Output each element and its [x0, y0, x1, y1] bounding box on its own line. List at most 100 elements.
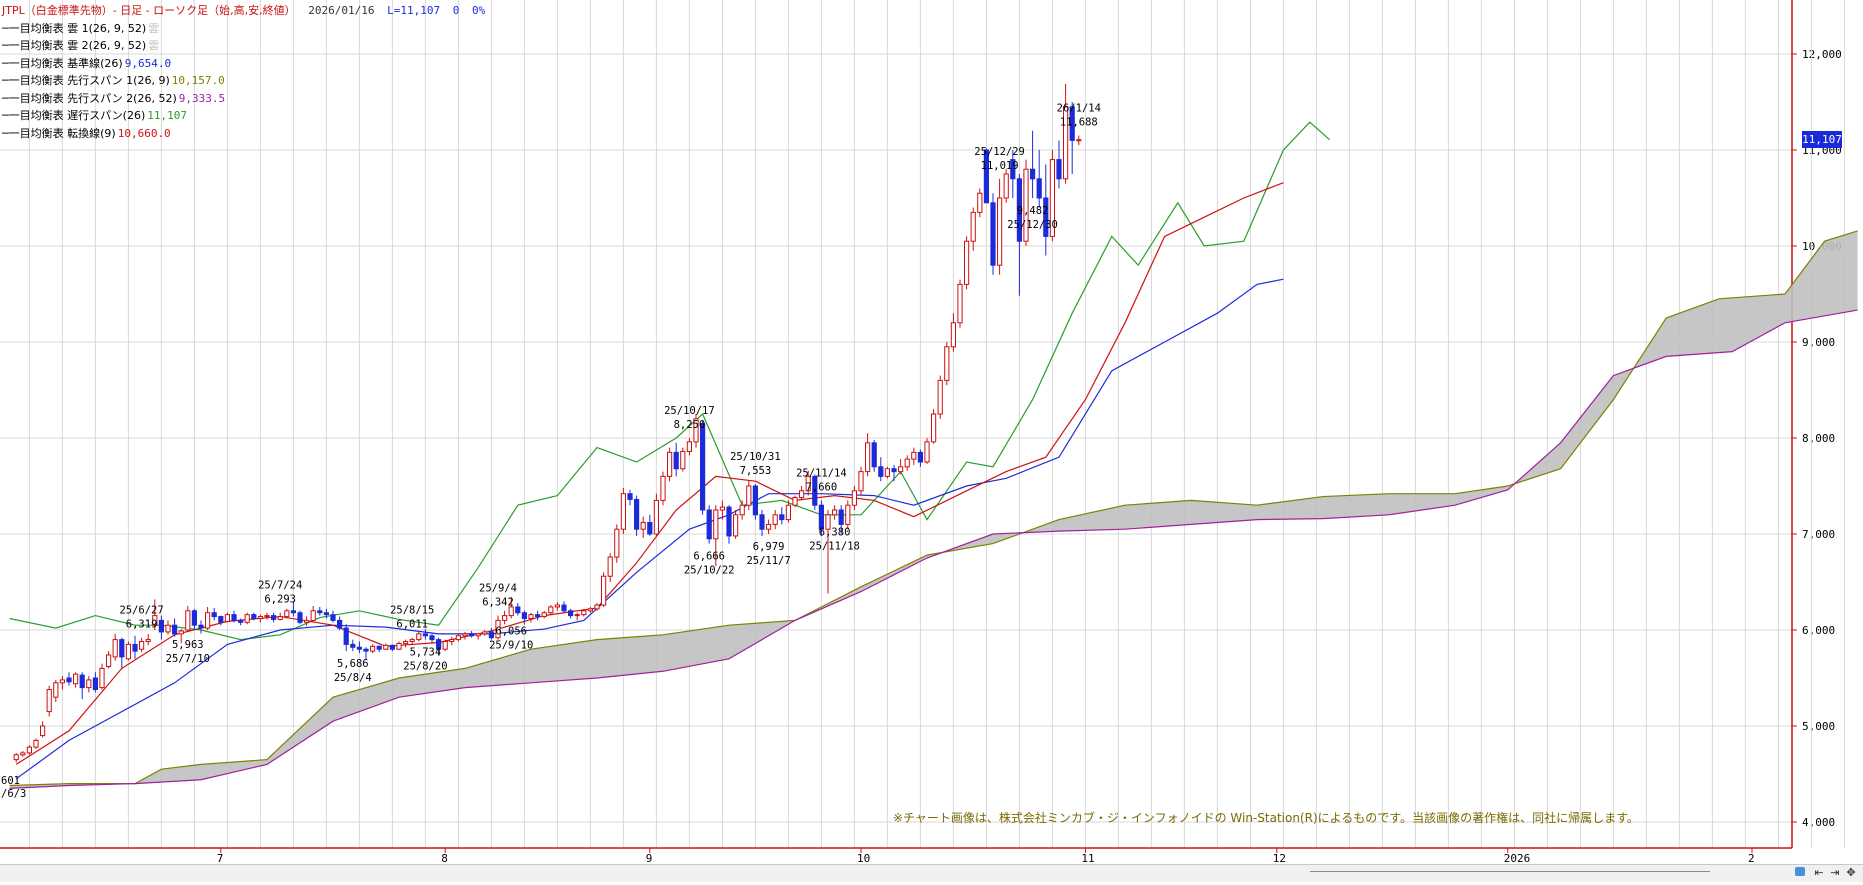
- candle-down: [627, 493, 633, 500]
- candle-up: [977, 192, 983, 213]
- indicator-row: ─一目均衡表 基準線(26) 9,654.0: [2, 55, 491, 73]
- zoom-in-icon[interactable]: ⇤: [1814, 866, 1824, 879]
- y-tick-label: 6,000: [1802, 624, 1835, 637]
- candle-down: [983, 149, 989, 204]
- annotation-value: 6,011: [396, 619, 428, 631]
- candle-down: [700, 423, 706, 511]
- candle-down: [323, 612, 329, 616]
- fit-icon[interactable]: ✥: [1846, 866, 1856, 879]
- scroll-thumb[interactable]: [1795, 867, 1805, 876]
- candle-up: [851, 490, 857, 506]
- annotation-date: 25/10/31: [730, 451, 781, 463]
- indicator-swatch: ─: [2, 74, 9, 87]
- candle-down: [779, 514, 785, 521]
- annotation-date: 25/8/4: [334, 672, 372, 684]
- candle-up: [145, 639, 151, 643]
- annotation-value: 9,482: [1017, 205, 1049, 217]
- x-tick-label: 8: [441, 852, 448, 865]
- candle-down: [561, 604, 567, 612]
- candle-up: [46, 689, 52, 713]
- candle-up: [1076, 139, 1082, 142]
- annotation-date: 26/1/14: [1057, 103, 1101, 115]
- indicator-label: 一目均衡表 雲 1(26, 9, 52): [8, 21, 147, 35]
- edge-annotation: /6/3: [1, 788, 26, 800]
- candle-up: [482, 631, 488, 635]
- candle-down: [752, 485, 758, 516]
- candle-down: [488, 631, 494, 639]
- last-price-tag: 11,107: [1802, 131, 1842, 148]
- indicator-value: 9,333.5: [178, 91, 226, 105]
- annotation-value: 7,660: [806, 481, 838, 493]
- candle-up: [924, 441, 930, 463]
- x-tick-label: 10: [857, 852, 870, 865]
- candle-up: [587, 608, 593, 612]
- candle-up: [257, 616, 263, 619]
- annotation-date: 25/7/24: [258, 580, 302, 592]
- candle-up: [950, 322, 956, 348]
- kijun-line: [15, 278, 1284, 780]
- indicator-swatch: ─: [2, 126, 9, 140]
- candle-up: [594, 604, 600, 610]
- candle-down: [1030, 168, 1036, 180]
- zoom-out-icon[interactable]: ⇥: [1830, 866, 1840, 879]
- candle-up: [766, 523, 772, 530]
- indicator-swatch: ─: [2, 109, 9, 122]
- candle-down: [92, 677, 99, 691]
- candle-down: [515, 606, 521, 614]
- copyright-watermark: ※チャート画像は、株式会社ミンカブ・ジ・インフォノイドの Win-Station…: [893, 811, 1639, 825]
- candle-down: [812, 475, 818, 506]
- candle-down: [535, 614, 541, 618]
- legend-date: 2026/01/16: [308, 4, 375, 17]
- candle-up: [1049, 159, 1056, 237]
- indicator-label: 一目均衡表 雲 2(26, 9, 52): [8, 39, 147, 52]
- indicator-label: 一目均衡表 転換線(9): [8, 126, 116, 140]
- candle-down: [317, 610, 323, 614]
- annotation-date: 25/8/15: [390, 605, 434, 617]
- candle-down: [238, 619, 244, 623]
- legend: JTPL（白金標準先物）- 日足 - ローソク足（始,高,安,終値） 2026/…: [2, 2, 491, 142]
- candle-up: [73, 673, 79, 685]
- instrument-title: JTPL（白金標準先物）- 日足 - ローソク足（始,高,安,終値）: [2, 4, 296, 17]
- indicator-label: 一目均衡表 遅行スパン(26): [8, 109, 146, 122]
- annotation-value: 5,734: [410, 647, 442, 659]
- candle-up: [607, 556, 613, 577]
- indicator-swatch: ─: [2, 91, 9, 105]
- candle-up: [680, 450, 686, 470]
- indicator-row: ─一目均衡表 先行スパン 2(26, 52) 9,333.5: [2, 90, 491, 108]
- candle-up: [805, 475, 811, 492]
- candle-down: [231, 614, 237, 621]
- candle-up: [495, 619, 501, 639]
- candle-up: [792, 497, 798, 506]
- candle-down: [211, 612, 217, 618]
- annotation-date: 25/9/4: [479, 583, 517, 595]
- candle-down: [66, 677, 72, 683]
- candle-down: [818, 504, 824, 530]
- candle-down: [337, 619, 343, 629]
- candle-down: [521, 612, 527, 619]
- candle-down: [198, 624, 204, 629]
- scroll-track[interactable]: [1310, 871, 1710, 872]
- y-tick-label: 9,000: [1802, 336, 1835, 349]
- horizontal-scrollbar[interactable]: ⇤ ⇥ ✥: [0, 864, 1863, 882]
- candle-down: [990, 202, 996, 266]
- indicator-swatch: ─: [2, 56, 9, 70]
- candle-up: [383, 644, 389, 650]
- y-tick-label: 8,000: [1802, 432, 1835, 445]
- candle-down: [191, 610, 198, 626]
- candle-up: [746, 485, 752, 506]
- candle-up: [733, 514, 739, 537]
- candle-up: [785, 504, 791, 521]
- x-tick-label: 2026: [1504, 852, 1531, 865]
- candle-down: [218, 616, 224, 623]
- annotation-value: 11,019: [981, 160, 1019, 172]
- candle-up: [1023, 168, 1029, 242]
- indicator-list: ─一目均衡表 雲 1(26, 9, 52) 雲 ─一目均衡表 雲 2(26, 9, …: [2, 20, 491, 143]
- candle-down: [422, 633, 428, 637]
- candle-down: [389, 644, 395, 650]
- annotation-date: 25/11/7: [746, 555, 790, 567]
- indicator-row: ─一目均衡表 遅行スパン(26) 11,107: [2, 107, 491, 125]
- x-tick-label: 12: [1273, 852, 1286, 865]
- candle-up: [442, 641, 448, 650]
- candle-up: [13, 754, 19, 761]
